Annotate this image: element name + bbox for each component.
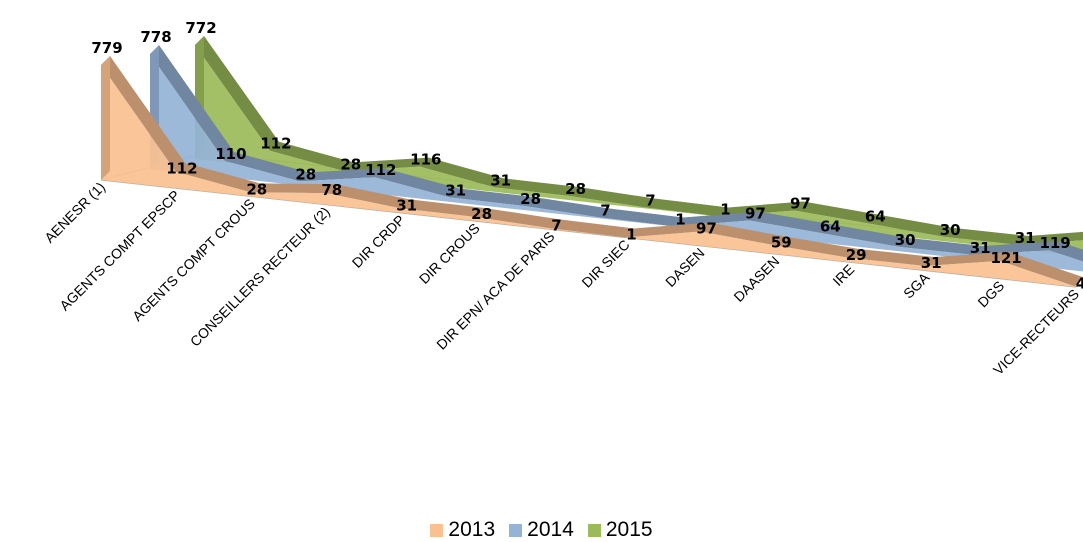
data-label-2013-9: 59 [771, 233, 792, 251]
category-label-10: IRE [830, 261, 858, 289]
data-label-2014-4: 31 [445, 181, 466, 199]
data-label-2014-12: 119 [1039, 234, 1070, 252]
data-label-2015-8: 97 [790, 195, 811, 213]
data-label-2015-6: 7 [645, 191, 655, 209]
legend-label-2014: 2014 [527, 518, 574, 541]
category-label-3: CONSEILLERS RECTEUR (2) [187, 204, 333, 350]
data-label-2013-10: 29 [846, 246, 867, 264]
data-label-2014-6: 7 [600, 201, 610, 219]
data-label-2014-9: 64 [820, 218, 841, 236]
data-label-2014-2: 28 [295, 165, 316, 183]
legend-swatch-2013 [430, 523, 444, 537]
data-label-2014-8: 97 [745, 205, 766, 223]
data-label-2013-12: 121 [990, 249, 1021, 267]
legend-item-2013: 2013 [430, 518, 495, 542]
data-label-2013-13: 4 [1076, 274, 1083, 292]
category-label-8: DASEN [662, 245, 707, 290]
data-label-2015-4: 31 [490, 171, 511, 189]
legend-label-2013: 2013 [448, 518, 496, 541]
series-2013-area [101, 65, 1075, 287]
category-label-13: VICE-RECTEURS [990, 286, 1082, 378]
legend-swatch-2015 [587, 523, 601, 537]
series-2013 [101, 56, 1083, 287]
data-label-2013-2: 28 [246, 180, 267, 198]
legend: 2013 2014 2015 [0, 518, 1083, 542]
data-label-2015-1: 112 [260, 135, 291, 153]
data-label-2013-4: 31 [396, 196, 417, 214]
data-label-2015-10: 30 [940, 221, 961, 239]
category-label-0: AENESR (1) [41, 179, 108, 246]
data-labels: 7721122811631287197643031124477811028112… [91, 19, 1083, 292]
data-label-2015-11: 31 [1015, 229, 1036, 247]
data-label-2014-10: 30 [895, 231, 916, 249]
data-label-2015-2: 28 [340, 155, 361, 173]
data-label-2014-1: 110 [215, 145, 246, 163]
category-label-11: SGA [900, 269, 933, 302]
data-label-2014-0: 778 [140, 28, 171, 46]
data-label-2013-11: 31 [921, 254, 942, 272]
series-2014-top-surface [150, 45, 1083, 262]
data-label-2013-3: 78 [321, 181, 342, 199]
category-label-5: DIR CROUS [416, 220, 483, 287]
data-label-2013-6: 7 [551, 216, 561, 234]
legend-label-2015: 2015 [605, 518, 653, 541]
data-label-2015-5: 28 [565, 180, 586, 198]
data-label-2015-7: 1 [720, 201, 730, 219]
legend-item-2015: 2015 [587, 518, 653, 542]
data-label-2013-7: 1 [626, 226, 636, 244]
data-label-2015-0: 772 [185, 19, 216, 37]
series-2013-left-cap [101, 56, 110, 180]
data-label-2013-0: 779 [91, 39, 122, 57]
data-label-2014-5: 28 [520, 190, 541, 208]
data-label-2013-1: 112 [166, 160, 197, 178]
series-layer [101, 36, 1083, 287]
category-label-7: DIR SIEC [578, 236, 632, 290]
data-label-2013-8: 97 [696, 220, 717, 238]
data-label-2015-3: 116 [410, 151, 441, 169]
category-label-9: DAASEN [730, 253, 782, 305]
data-label-2014-3: 112 [365, 161, 396, 179]
data-label-2015-9: 64 [865, 208, 886, 226]
category-label-12: DGS [974, 278, 1007, 311]
chart: 7721122811631287197643031124477811028112… [41, 19, 1083, 378]
legend-item-2014: 2014 [509, 518, 574, 542]
series-2015-top-surface [195, 36, 1083, 245]
data-label-2013-5: 28 [471, 205, 492, 223]
data-label-2014-11: 31 [970, 239, 991, 257]
data-label-2014-7: 1 [675, 211, 685, 229]
legend-swatch-2014 [509, 523, 523, 537]
category-label-4: DIR CRDP [349, 212, 408, 271]
